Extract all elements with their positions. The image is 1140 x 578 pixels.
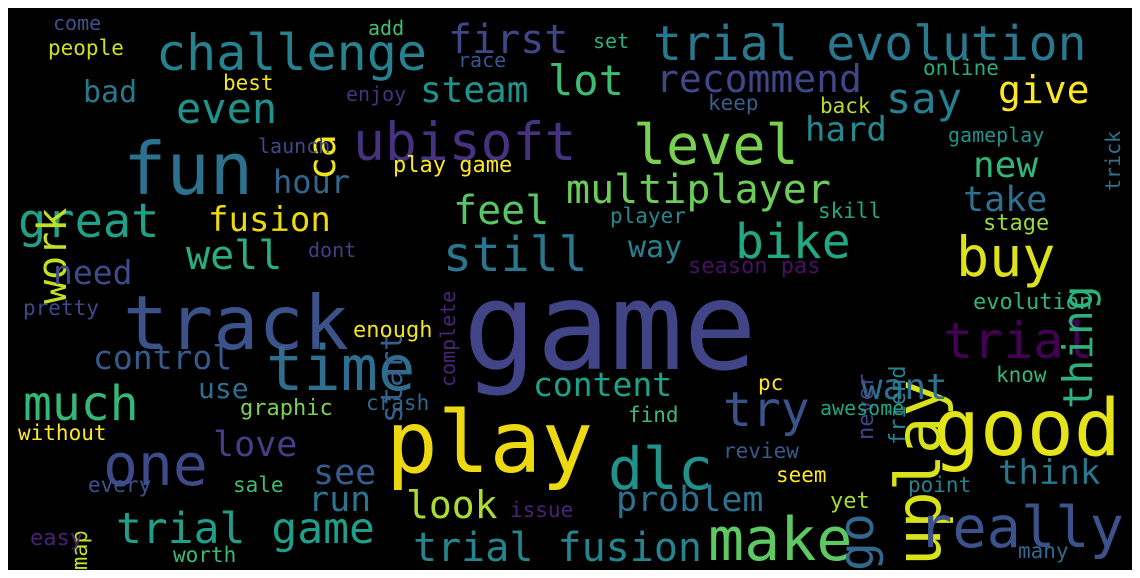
cloud-word: fun	[123, 127, 254, 211]
cloud-word: look	[406, 483, 498, 527]
cloud-word: think	[998, 453, 1101, 493]
cloud-word: trick	[1101, 130, 1125, 191]
cloud-word: seem	[776, 463, 827, 487]
cloud-word: come	[53, 11, 102, 35]
cloud-word: one	[103, 431, 208, 499]
cloud-word: challenge	[156, 24, 427, 82]
cloud-word: trial game	[116, 504, 375, 554]
cloud-word: dlc	[608, 435, 713, 503]
cloud-word: multiplayer	[566, 167, 831, 213]
word-cloud: game play track good fun uplay time make really d…	[8, 8, 1132, 570]
cloud-word: skill	[818, 199, 882, 223]
cloud-word: give	[998, 68, 1090, 112]
cloud-word: run	[308, 480, 372, 520]
cloud-word: online	[923, 56, 999, 80]
cloud-word: hard	[805, 110, 887, 150]
cloud-word: people	[48, 36, 124, 60]
cloud-word: without	[18, 421, 107, 445]
cloud-word: keep	[708, 91, 759, 115]
cloud-word: awesome	[820, 396, 905, 420]
cloud-word: still	[443, 227, 588, 283]
cloud-word: really	[918, 495, 1124, 561]
cloud-word: gameplay	[948, 123, 1045, 147]
cloud-word: pc	[758, 371, 784, 395]
cloud-word: time	[266, 332, 416, 405]
cloud-word: complete	[436, 290, 460, 387]
cloud-word: bike	[735, 214, 851, 270]
cloud-word: best	[223, 71, 274, 95]
cloud-word: trial evolution	[653, 16, 1087, 72]
cloud-word: trial fusion	[413, 525, 702, 570]
cloud-word: graphic	[240, 396, 333, 421]
cloud-word: sale	[233, 473, 284, 497]
cloud-word: fusion	[208, 200, 331, 240]
cloud-word: try	[723, 382, 810, 438]
cloud-word: crash	[366, 391, 430, 415]
cloud-word: review	[723, 439, 799, 463]
cloud-word: well	[186, 233, 283, 279]
cloud-word: much	[23, 376, 139, 432]
cloud-word: dont	[308, 238, 357, 262]
cloud-word: way	[628, 230, 683, 265]
cloud-word: worth	[173, 543, 237, 567]
cloud-word: use	[198, 372, 249, 405]
cloud-word: point	[908, 473, 972, 497]
cloud-word: find	[628, 403, 679, 427]
cloud-word: every	[88, 473, 152, 497]
cloud-word: buy	[956, 225, 1056, 289]
cloud-word: evolution	[973, 290, 1093, 315]
cloud-word: love	[213, 425, 298, 465]
cloud-word: steam	[420, 70, 529, 111]
cloud-word: make	[708, 505, 853, 570]
cloud-word: hour	[273, 163, 351, 201]
cloud-word: pretty	[23, 296, 99, 320]
cloud-word: race	[458, 48, 507, 72]
cloud-word: even	[176, 84, 278, 133]
cloud-word: launch	[258, 134, 331, 158]
cloud-word: set	[593, 29, 630, 53]
cloud-word: play	[386, 393, 594, 493]
cloud-word: season pas	[688, 254, 821, 279]
cloud-word: bad	[83, 75, 138, 110]
cloud-word: lot	[548, 56, 624, 105]
cloud-word: game	[463, 256, 757, 398]
cloud-word: recommend	[656, 57, 862, 101]
cloud-word: first	[448, 17, 569, 63]
cloud-word: say	[886, 74, 962, 123]
cloud-word: know	[996, 363, 1047, 387]
cloud-word: player	[610, 204, 686, 228]
cloud-word: need	[53, 253, 133, 292]
cloud-word: play game	[393, 153, 513, 178]
cloud-word: stage	[983, 211, 1050, 236]
cloud-word: content	[533, 365, 673, 404]
cloud-word: feel	[453, 188, 550, 234]
cloud-word: many	[1018, 539, 1069, 563]
cloud-word: ubisoft	[353, 112, 577, 173]
cloud-word: take	[963, 180, 1048, 220]
cloud-word: back	[820, 94, 871, 118]
cloud-word: add	[368, 16, 405, 40]
cloud-word: issue	[510, 498, 574, 522]
cloud-word: trial	[943, 312, 1094, 370]
cloud-word: good	[933, 384, 1121, 474]
cloud-word: level	[633, 113, 799, 177]
cloud-word: enjoy	[346, 82, 407, 106]
cloud-word: problem	[616, 480, 764, 520]
cloud-word: enough	[353, 318, 433, 343]
cloud-word: control	[93, 338, 233, 377]
cloud-word: yet	[830, 489, 870, 514]
cloud-word: see	[313, 453, 377, 493]
cloud-word: track	[123, 279, 349, 367]
cloud-word: great	[18, 194, 160, 249]
cloud-word: want	[861, 367, 948, 408]
cloud-word: new	[973, 145, 1039, 186]
cloud-word: easy	[30, 526, 83, 551]
cloud-word: go	[829, 512, 885, 570]
